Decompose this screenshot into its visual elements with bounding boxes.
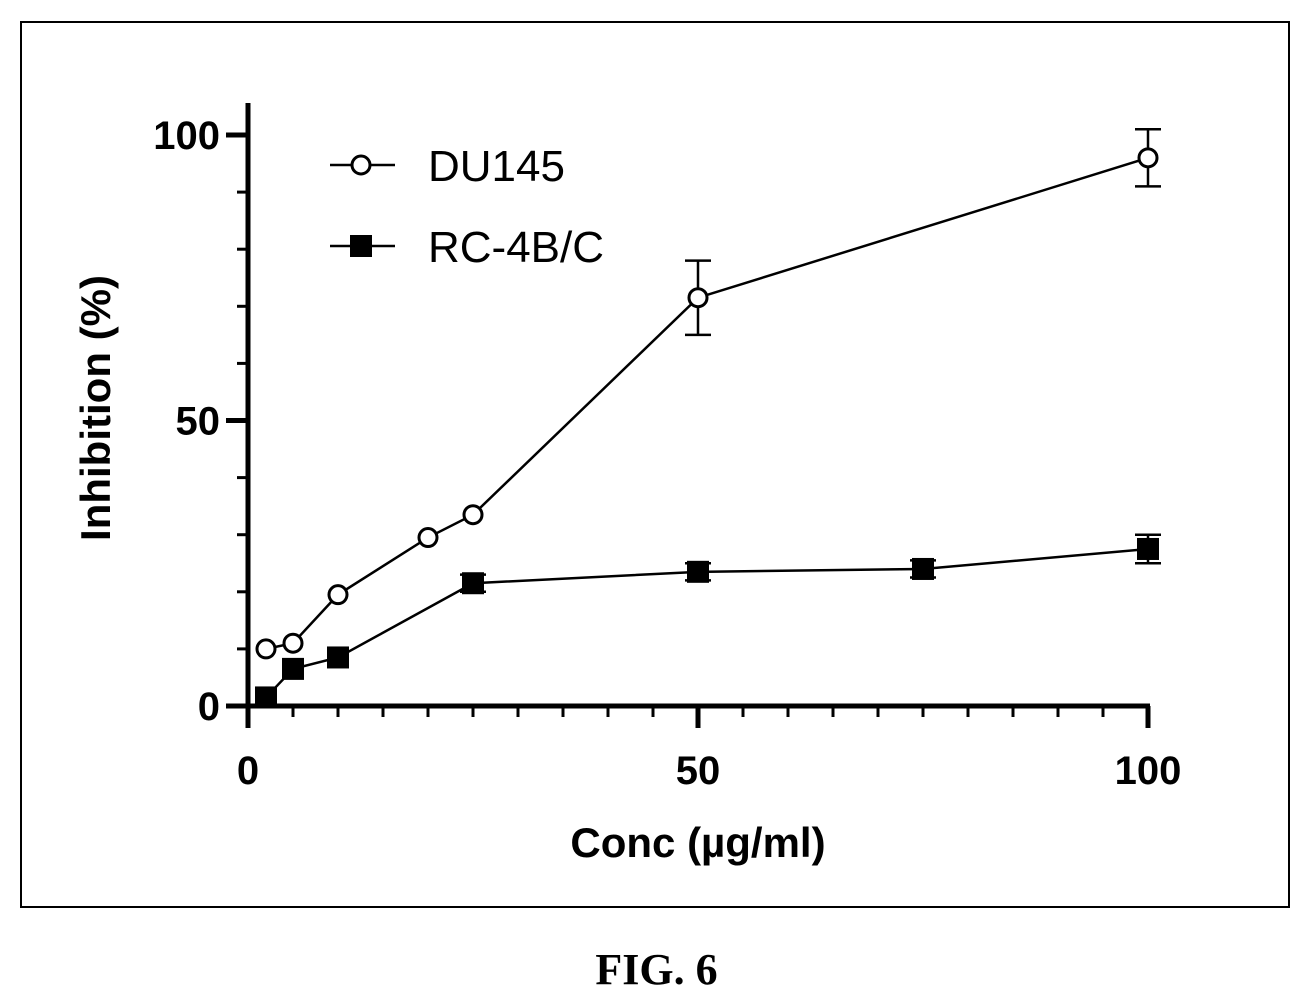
- series-0: [255, 128, 1161, 660]
- data-point: [327, 584, 349, 606]
- data-point: [912, 557, 934, 580]
- series-1: [255, 533, 1161, 709]
- data-point: [255, 638, 277, 660]
- legend-label: DU145: [428, 142, 565, 191]
- figure-caption: FIG. 6: [595, 945, 718, 994]
- data-point: [327, 646, 349, 669]
- legend-marker: [350, 235, 372, 257]
- x-axis-label: Conc (µg/ml): [570, 819, 825, 866]
- data-point: [282, 632, 304, 654]
- data-point: [462, 572, 484, 595]
- legend: DU145 RC-4B/C: [330, 142, 604, 272]
- series-layer: [255, 128, 1161, 709]
- data-point: [282, 657, 304, 680]
- data-point: [687, 287, 709, 309]
- y-tick-label: 100: [153, 114, 220, 158]
- legend-item-1: RC-4B/C: [330, 223, 604, 272]
- y-tick-label: 50: [176, 400, 221, 444]
- y-axis-label: Inhibition (%): [72, 275, 119, 541]
- data-point: [1137, 147, 1159, 169]
- legend-marker: [350, 154, 372, 176]
- line-chart: 0 50 100 0 50 100 DU145 RC-4B/C Inhibition (%)…: [72, 103, 1181, 866]
- data-point: [462, 504, 484, 526]
- figure-frame: [20, 21, 1290, 908]
- axes: 0 50 100 0 50 100: [153, 103, 1181, 793]
- data-point: [255, 686, 277, 709]
- data-point: [687, 560, 709, 583]
- data-point: [1137, 537, 1159, 560]
- x-tick-label: 0: [237, 749, 259, 793]
- legend-label: RC-4B/C: [428, 223, 604, 272]
- y-tick-label: 0: [198, 685, 220, 729]
- data-point: [417, 527, 439, 549]
- legend-item-0: DU145: [330, 142, 565, 191]
- x-tick-label: 50: [676, 749, 721, 793]
- x-tick-label: 100: [1115, 749, 1182, 793]
